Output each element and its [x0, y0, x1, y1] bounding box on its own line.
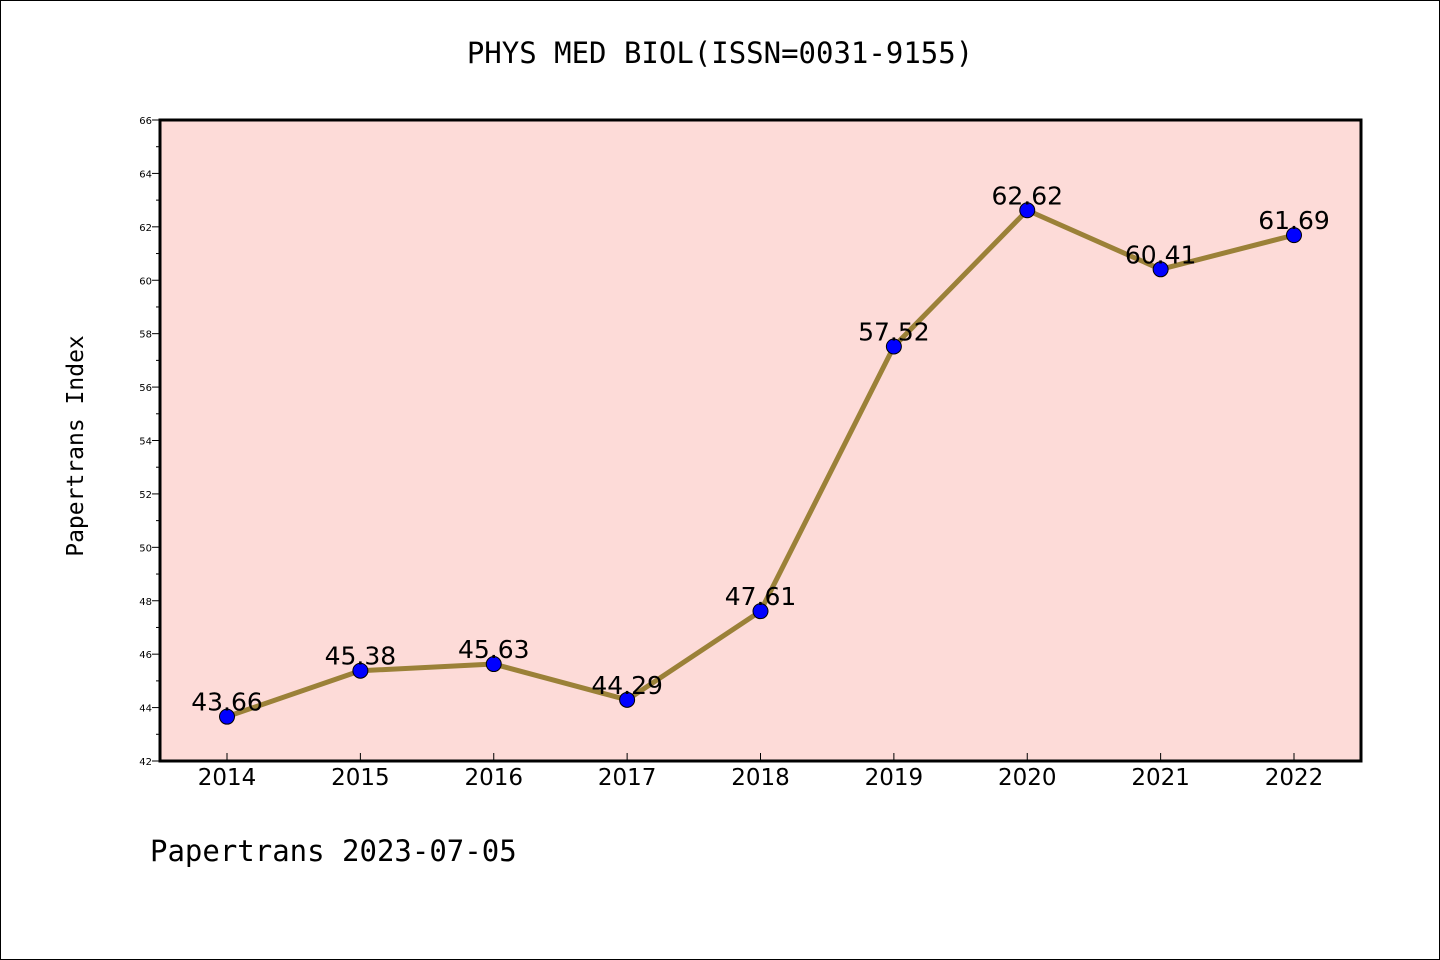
data-point — [219, 708, 235, 725]
data-point — [1152, 261, 1169, 278]
data-label: 45.38 — [325, 642, 397, 671]
data-label: 44.29 — [591, 671, 663, 700]
footer-caption: Papertrans 2023-07-05 — [150, 834, 517, 868]
x-tick-label: 2014 — [198, 765, 257, 791]
data-label: 60.41 — [1125, 240, 1197, 269]
x-tick-label: 2015 — [331, 765, 390, 791]
data-label: 57.52 — [858, 317, 930, 346]
y-tick-label: 44 — [139, 704, 152, 715]
data-label: 61.69 — [1258, 206, 1330, 235]
y-tick-label: 52 — [139, 490, 152, 501]
y-tick-label: 58 — [139, 330, 152, 341]
y-tick-label: 56 — [139, 383, 152, 394]
x-tick-label: 2020 — [998, 765, 1057, 791]
plot-border — [158, 118, 1363, 763]
chart-title: PHYS MED BIOL(ISSN=0031-9155) — [466, 36, 974, 70]
y-tick-label: 54 — [139, 437, 152, 448]
x-tick-label: 2022 — [1265, 765, 1324, 791]
y-tick-label: 48 — [139, 597, 152, 608]
x-tick-label: 2021 — [1131, 765, 1190, 791]
x-axis-ticks: 2014 2015 2016 2017 2018 2019 2020 2021 2022 — [198, 753, 1324, 791]
x-tick-label: 2019 — [865, 765, 924, 791]
data-point — [752, 603, 769, 620]
data-label: 62.62 — [991, 181, 1063, 210]
x-tick-label: 2018 — [731, 765, 790, 791]
data-label: 45.63 — [458, 635, 530, 664]
data-point — [352, 662, 369, 679]
y-tick-label: 64 — [139, 169, 152, 180]
y-tick-label: 42 — [139, 757, 152, 768]
data-labels: 43.66 45.38 45.63 44.29 47.61 57.52 62.62 60.41… — [191, 181, 1330, 716]
y-tick-label: 62 — [139, 223, 152, 234]
y-tick-label: 66 — [139, 116, 152, 127]
y-tick-label: 50 — [139, 543, 152, 554]
data-point — [885, 338, 902, 355]
y-tick-label: 60 — [139, 276, 152, 287]
data-point — [1019, 202, 1036, 219]
data-point — [1286, 227, 1302, 244]
data-point — [619, 691, 636, 708]
series-markers — [219, 202, 1302, 725]
x-tick-label: 2017 — [598, 765, 657, 791]
plot-area — [160, 120, 1361, 761]
y-axis-ticks: 42 44 46 48 50 52 54 56 58 60 62 64 66 — [139, 116, 160, 768]
data-label: 43.66 — [191, 688, 263, 717]
data-label: 47.61 — [725, 582, 797, 611]
x-tick-label: 2016 — [464, 765, 523, 791]
y-tick-label: 46 — [139, 650, 152, 661]
data-point — [485, 656, 502, 673]
